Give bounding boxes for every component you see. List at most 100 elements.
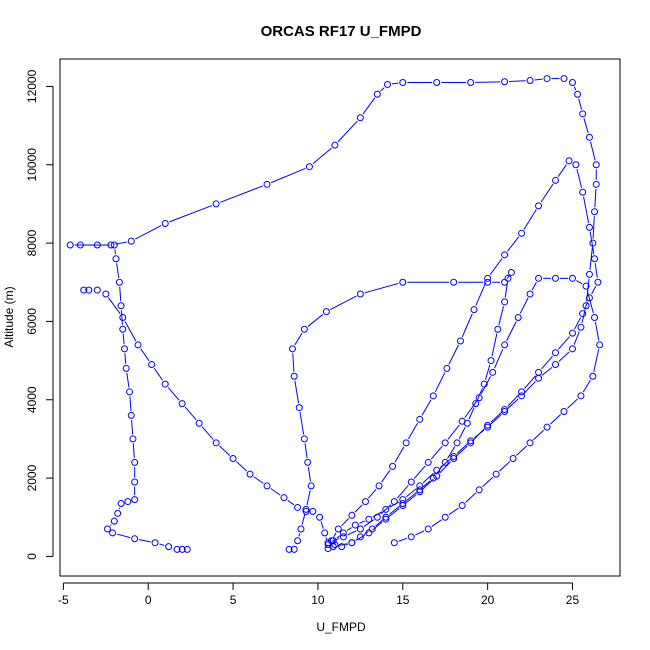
series-segment <box>347 530 357 536</box>
series-segment <box>583 118 589 134</box>
data-point <box>399 79 407 86</box>
data-point <box>382 515 390 523</box>
series-segment <box>135 225 162 240</box>
series-segment <box>456 443 468 454</box>
y-tick-label: 4000 <box>25 386 39 413</box>
series-segment <box>468 407 475 420</box>
data-point <box>300 435 308 443</box>
series-segment <box>592 216 595 239</box>
data-point <box>399 278 407 286</box>
series-segment <box>396 485 409 499</box>
data-point <box>552 361 560 368</box>
series-segment <box>439 461 451 474</box>
series-segment <box>473 428 485 440</box>
data-point <box>484 421 492 429</box>
series-segment <box>489 258 503 275</box>
data-point <box>110 241 118 249</box>
series-segment <box>126 372 130 388</box>
series-segment <box>380 87 385 92</box>
data-point <box>348 511 356 519</box>
series-segment <box>586 290 594 314</box>
data-point <box>324 539 332 547</box>
data-point <box>552 176 560 184</box>
series-segment <box>534 78 543 81</box>
data-point <box>107 241 115 249</box>
data-point <box>484 423 492 431</box>
data-point <box>151 539 159 547</box>
data-point <box>356 290 364 298</box>
data-point <box>322 308 330 316</box>
data-point <box>526 439 534 447</box>
series-segment <box>558 336 570 350</box>
series-segment <box>422 472 434 484</box>
series-segment <box>524 381 536 393</box>
series-segment <box>491 333 498 357</box>
x-tick-label: -5 <box>58 593 69 607</box>
data-point <box>115 278 123 286</box>
series-segment <box>509 80 526 83</box>
data-point <box>453 439 461 447</box>
data-point <box>382 505 390 513</box>
data-point <box>526 77 534 85</box>
data-point <box>579 110 587 118</box>
data-point <box>178 545 186 553</box>
series-segment <box>507 394 519 407</box>
data-point <box>382 513 390 521</box>
data-point <box>117 500 125 508</box>
data-point <box>552 349 560 357</box>
data-point <box>441 439 449 447</box>
data-point <box>195 419 203 427</box>
series-segment <box>583 196 590 224</box>
data-point <box>585 294 593 302</box>
data-point <box>507 268 515 276</box>
data-point <box>592 161 600 169</box>
data-point <box>492 470 500 478</box>
data-point <box>577 392 585 400</box>
data-point <box>589 372 597 380</box>
data-point <box>120 345 128 353</box>
data-point <box>126 388 134 396</box>
data-point <box>585 270 593 278</box>
series-segment <box>294 332 303 346</box>
data-point <box>122 364 130 372</box>
series-segment <box>573 331 580 345</box>
series-segment <box>490 412 502 423</box>
series-segment <box>591 285 597 295</box>
series-segment <box>430 445 443 460</box>
data-point <box>165 543 173 551</box>
series-segment <box>477 388 483 400</box>
data-point <box>263 482 271 490</box>
data-point <box>579 310 587 318</box>
series-segment <box>167 387 180 401</box>
data-point <box>288 345 296 353</box>
data-point <box>467 437 475 445</box>
series-segment <box>541 366 553 376</box>
series-segment <box>422 478 434 490</box>
data-point <box>407 533 415 541</box>
data-point <box>450 278 458 286</box>
data-point <box>294 537 302 545</box>
data-point <box>339 533 347 541</box>
data-point <box>229 455 237 462</box>
series-segment <box>330 295 357 310</box>
x-axis-label: U_FMPD <box>316 620 366 634</box>
data-point <box>339 529 347 537</box>
series-segment <box>576 280 583 285</box>
data-point <box>501 341 509 349</box>
data-point <box>591 255 599 263</box>
series-segment <box>304 443 308 459</box>
series-segment <box>540 183 554 203</box>
data-point <box>119 325 127 333</box>
series-segment <box>301 513 306 525</box>
series-segment <box>506 321 517 342</box>
series-segment <box>578 98 583 110</box>
data-point <box>458 417 466 425</box>
series-segment <box>381 469 391 483</box>
series-segment <box>389 507 400 517</box>
data-point <box>307 482 315 490</box>
data-point <box>373 513 381 521</box>
series-segment <box>355 534 366 541</box>
series-segment <box>236 461 248 472</box>
x-axis: -5 0 5 10 15 20 25 <box>58 582 579 607</box>
series-segment <box>337 543 348 547</box>
